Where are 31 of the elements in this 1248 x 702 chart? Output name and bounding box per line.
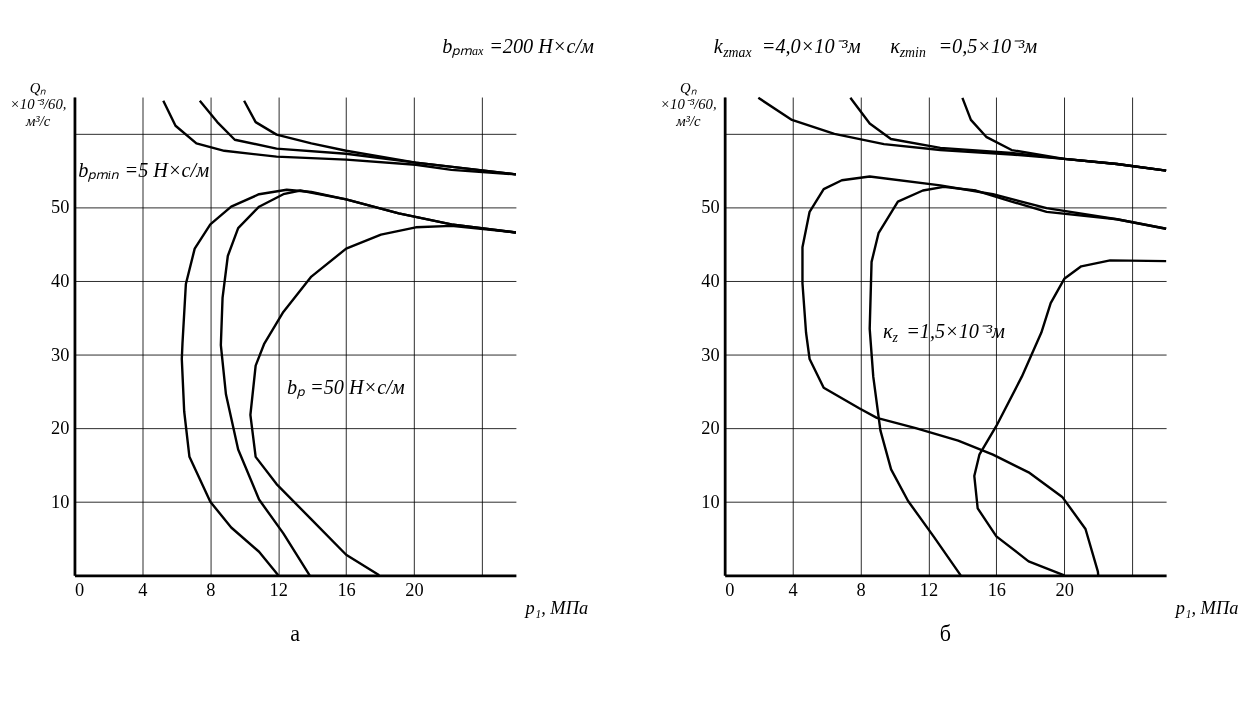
y-tick-label: 10 [701,491,720,512]
x-tick-label: 20 [1055,580,1074,601]
text: б [939,620,952,646]
y-axis-title: Qₙ ×10⁻³/60, м³/с [9,79,67,130]
y-axis-title: Qₙ ×10⁻³/60, м³/с [660,79,717,130]
y-tick-label: 30 [701,344,720,365]
y-tick-label: 20 [51,418,70,439]
text: а [290,620,301,646]
x-tick-label: 4 [788,580,798,601]
y-tick-label: 20 [701,418,720,439]
x-tick-label: 0 [725,580,735,601]
x-tick-label: 12 [269,580,288,601]
x-tick-label: 0 [74,580,85,601]
x-tick-label: 8 [856,580,866,601]
x-tick-label: 16 [337,580,356,601]
y-tick-label: 50 [701,197,720,218]
y-tick-label: 40 [51,271,70,291]
y-tick-label: 50 [51,197,70,218]
x-tick-label: 16 [987,580,1007,601]
x-tick-label: 8 [206,580,216,601]
x-tick-label: 12 [919,580,939,601]
y-tick-label: 30 [51,344,70,365]
annotation: bₚ =50 Н×с/м [286,376,405,400]
text: bₚₘₐₓ =200 Н×с/м [442,34,595,58]
x-axis-title: p₁, МПа [1173,598,1239,619]
y-tick-label: 40 [701,271,720,291]
y-tick-label: 10 [51,491,70,512]
annotation: bₚₘᵢₙ =5 Н×с/м [78,159,210,183]
x-tick-label: 20 [405,580,424,601]
x-tick-label: 4 [138,580,148,601]
x-axis-title: p₁, МПа [523,598,589,619]
